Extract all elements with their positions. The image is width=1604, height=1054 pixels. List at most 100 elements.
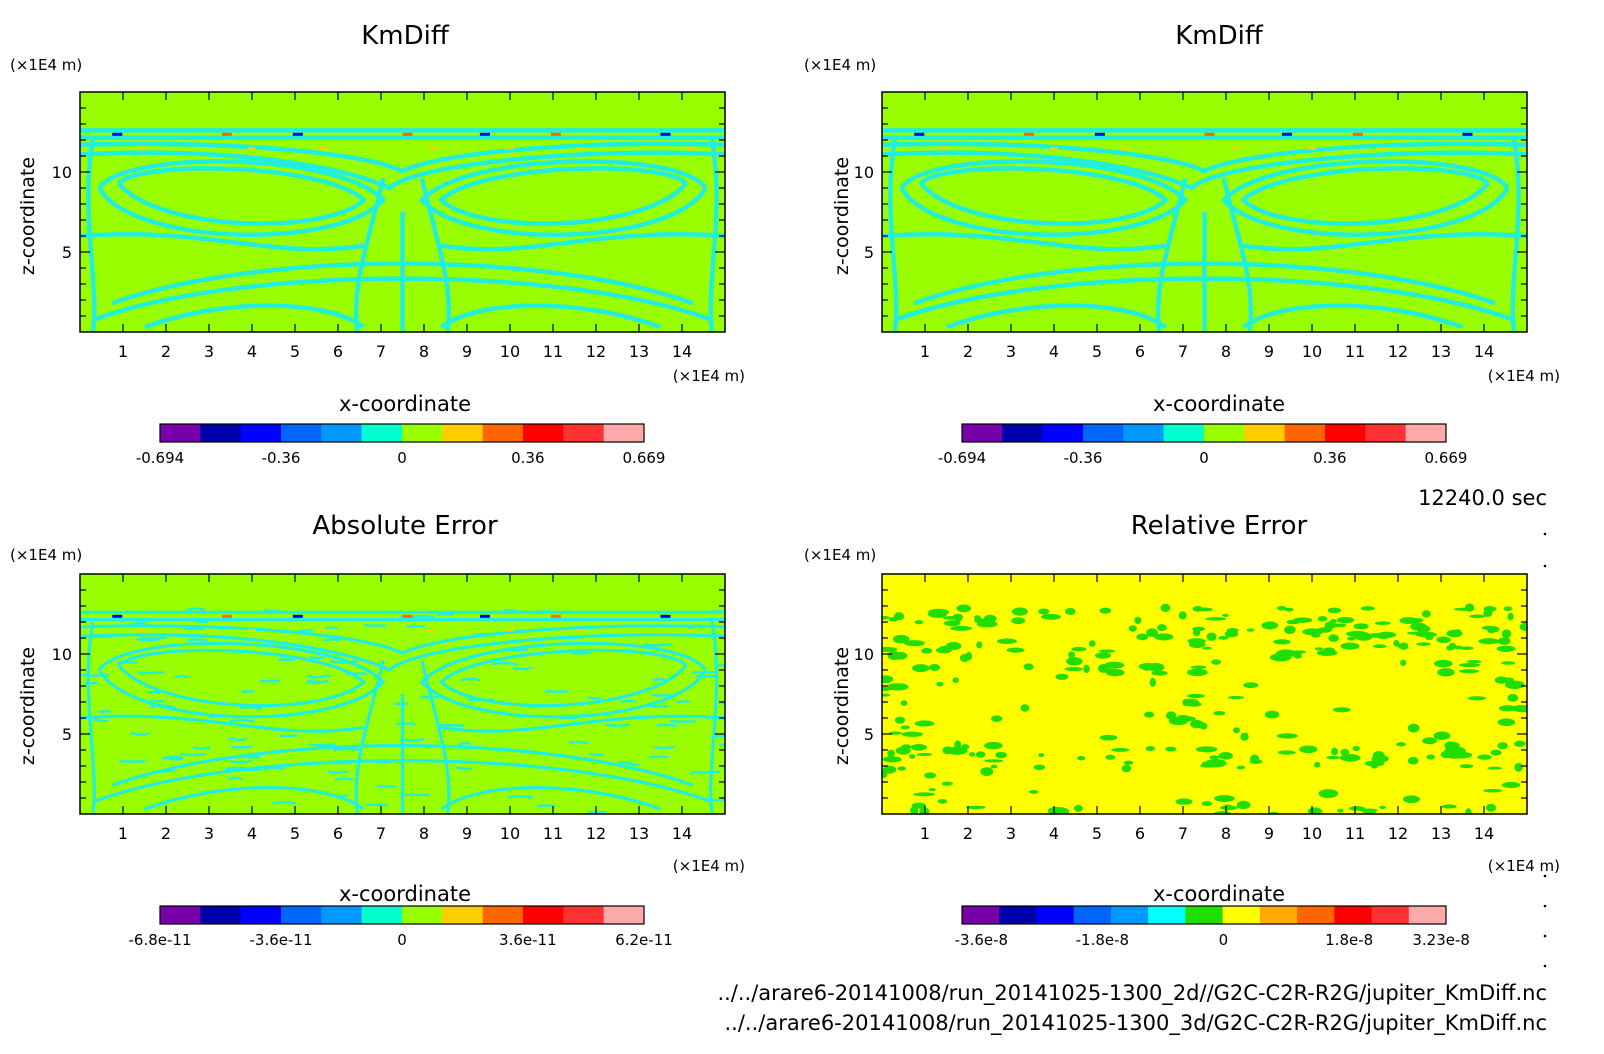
colorbar-tick-label: -0.694 xyxy=(136,449,184,467)
tick-marks xyxy=(882,92,1527,332)
colorbar-segment xyxy=(240,424,282,442)
x-axis-label: x-coordinate xyxy=(1153,392,1285,416)
panel-title: Relative Error xyxy=(1131,511,1308,541)
colorbar-segment xyxy=(1163,424,1205,442)
extreme-value-accents xyxy=(112,132,695,150)
x-tick-label: 11 xyxy=(543,824,563,843)
x-tick-label: 6 xyxy=(333,342,343,361)
x-tick-label: 13 xyxy=(1431,342,1451,361)
x-unit-label: (×1E4 m) xyxy=(673,857,745,875)
footer-path-2d: ../../arare6-20141008/run_20141025-1300_… xyxy=(717,981,1547,1006)
x-tick-label: 2 xyxy=(963,342,973,361)
plot-frame xyxy=(79,91,726,333)
x-tick-label: 14 xyxy=(672,342,692,361)
colorbar-tick-label: -0.36 xyxy=(1064,449,1103,467)
y-tick-label: 5 xyxy=(864,725,874,744)
x-tick-label: 13 xyxy=(1431,824,1451,843)
x-tick-label: 10 xyxy=(500,342,520,361)
colorbar-segment xyxy=(482,424,524,442)
colorbar-segment xyxy=(361,424,403,442)
colorbar-tick-label: -3.6e-8 xyxy=(955,931,1008,949)
panel-absolute-error: Absolute Error (×1E4 m) (×1E4 m) x-coord… xyxy=(10,511,745,949)
colorbar-segment xyxy=(442,906,484,924)
x-tick-label: 10 xyxy=(1302,824,1322,843)
colorbar-segment xyxy=(523,906,564,924)
colorbar-segment xyxy=(523,424,564,442)
x-tick-label: 1 xyxy=(118,342,128,361)
tick-marks xyxy=(80,92,725,332)
tick-marks xyxy=(80,574,725,814)
x-unit-label: (×1E4 m) xyxy=(1488,857,1560,875)
x-tick-label: 9 xyxy=(1264,824,1274,843)
x-tick-label: 4 xyxy=(1049,824,1059,843)
contour-strands xyxy=(80,128,725,332)
colorbar-segment xyxy=(962,906,1000,924)
tick-marks xyxy=(882,574,1527,814)
colorbar-tick-label: -1.8e-8 xyxy=(1076,931,1129,949)
x-axis-label: x-coordinate xyxy=(1153,882,1285,906)
colorbar-tick-label: 0 xyxy=(1199,449,1209,467)
extreme-value-accents xyxy=(112,614,695,632)
colorbar-segment xyxy=(1259,906,1298,924)
x-axis-label: x-coordinate xyxy=(339,392,471,416)
y-axis-label: z-coordinate xyxy=(17,647,39,765)
x-tick-label: 9 xyxy=(1264,342,1274,361)
x-tick-label: 11 xyxy=(543,342,563,361)
panel-title: KmDiff xyxy=(1175,21,1264,51)
colorbar-segment xyxy=(1204,424,1245,442)
colorbar-tick-label: 0.36 xyxy=(1313,449,1346,467)
x-tick-label: 9 xyxy=(462,342,472,361)
colorbar-segment xyxy=(1110,906,1149,924)
x-tick-label: 2 xyxy=(161,824,171,843)
colorbar-segment xyxy=(603,424,645,442)
colorbar-segment xyxy=(563,424,605,442)
colorbar-segment xyxy=(1325,424,1366,442)
colorbar-segment xyxy=(1123,424,1165,442)
colorbar-segment xyxy=(1073,906,1112,924)
colorbar: -6.8e-11 -3.6e-11 0 3.6e-11 6.2e-11 xyxy=(129,905,673,949)
colorbar-tick-label: 1.8e-8 xyxy=(1325,931,1373,949)
x-tick-label: 1 xyxy=(920,824,930,843)
x-tick-label: 12 xyxy=(1388,824,1408,843)
y-axis-label: z-coordinate xyxy=(831,647,853,765)
x-tick-label: 3 xyxy=(204,824,214,843)
x-tick-label: 7 xyxy=(1178,342,1188,361)
time-label: 12240.0 sec xyxy=(1418,486,1547,510)
colorbar-tick-label: 0.669 xyxy=(623,449,666,467)
colorbar-segment xyxy=(1002,424,1044,442)
colorbar-segment xyxy=(1371,906,1410,924)
x-unit-label: (×1E4 m) xyxy=(1488,367,1560,385)
y-unit-label: (×1E4 m) xyxy=(804,546,876,564)
panel-relative-error: Relative Error (×1E4 m) (×1E4 m) x-coord… xyxy=(804,511,1560,949)
x-tick-label: 5 xyxy=(290,342,300,361)
colorbar-segment xyxy=(281,424,322,442)
x-tick-label: 6 xyxy=(333,824,343,843)
heatmap-field xyxy=(80,574,725,814)
colorbar: -3.6e-8 -1.8e-8 0 1.8e-8 3.23e-8 xyxy=(955,905,1470,949)
colorbar-tick-label: -0.694 xyxy=(938,449,986,467)
colorbar-segment xyxy=(563,906,605,924)
margin-dots xyxy=(1543,532,1547,968)
x-tick-label: 8 xyxy=(419,824,429,843)
colorbar-segment xyxy=(1408,906,1447,924)
y-tick-label: 10 xyxy=(854,163,874,182)
colorbar-segment xyxy=(281,906,322,924)
x-tick-label: 1 xyxy=(920,342,930,361)
y-unit-label: (×1E4 m) xyxy=(10,56,82,74)
plot-frame xyxy=(79,573,726,815)
x-unit-label: (×1E4 m) xyxy=(673,367,745,385)
panel-kmdiff-right: KmDiff (×1E4 m) (×1E4 m) x-coordinate z-… xyxy=(804,21,1560,467)
x-tick-label: 6 xyxy=(1135,824,1145,843)
x-tick-label: 13 xyxy=(629,824,649,843)
contour-strands xyxy=(882,128,1527,332)
x-tick-label: 7 xyxy=(376,342,386,361)
x-tick-label: 3 xyxy=(204,342,214,361)
x-tick-label: 3 xyxy=(1006,824,1016,843)
y-unit-label: (×1E4 m) xyxy=(10,546,82,564)
x-tick-label: 14 xyxy=(1474,342,1494,361)
panel-title: KmDiff xyxy=(361,21,450,51)
extreme-value-accents xyxy=(914,132,1497,150)
x-tick-label: 11 xyxy=(1345,824,1365,843)
x-tick-label: 6 xyxy=(1135,342,1145,361)
